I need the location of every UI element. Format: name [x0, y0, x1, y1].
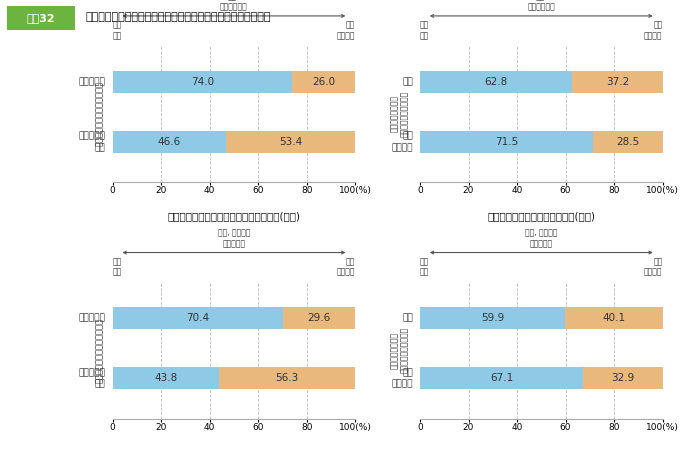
- Text: 53.4: 53.4: [279, 137, 302, 147]
- Text: 将来, 子どもを
育てている: 将来, 子どもを 育てている: [218, 228, 250, 248]
- Text: 就職できるのか・
仕事を続けられるのか: 就職できるのか・ 仕事を続けられるのか: [390, 327, 409, 374]
- Text: 不安: 不安: [402, 314, 413, 323]
- Text: 40.1: 40.1: [602, 313, 626, 323]
- Text: 37.2: 37.2: [606, 76, 629, 86]
- Text: 43.8: 43.8: [154, 374, 178, 384]
- Text: 28.5: 28.5: [616, 137, 639, 147]
- Bar: [113, 307, 283, 329]
- Text: 29.6: 29.6: [307, 313, 331, 323]
- Text: 46.6: 46.6: [158, 137, 181, 147]
- Text: 将来,
結婚している: 将来, 結婚している: [527, 0, 555, 11]
- Text: 不安
ではない: 不安 ではない: [391, 369, 413, 389]
- Text: 将来, 子どもを
育てている: 将来, 子どもを 育てている: [525, 228, 557, 248]
- Text: そう
思う: そう 思う: [420, 20, 430, 40]
- Text: 将来,
結婚している: 将来, 結婚している: [220, 0, 248, 11]
- Text: 家族といるとき充実している: 家族といるとき充実している: [94, 81, 104, 146]
- Text: 71.5: 71.5: [495, 137, 518, 147]
- Text: 70.4: 70.4: [186, 313, 210, 323]
- Text: 74.0: 74.0: [191, 76, 214, 86]
- Text: あてはまら
ない: あてはまら ない: [79, 132, 105, 152]
- Bar: [566, 307, 663, 329]
- Bar: [292, 71, 355, 93]
- Text: （４）働くことの不安との関係(育児): （４）働くことの不安との関係(育児): [487, 211, 596, 221]
- Bar: [420, 307, 566, 329]
- Bar: [420, 368, 583, 389]
- Bar: [283, 307, 355, 329]
- Text: 家族といるとき充実している: 家族といるとき充実している: [94, 318, 104, 383]
- Text: 32.9: 32.9: [611, 374, 635, 384]
- Text: あてはまる: あてはまる: [79, 314, 105, 323]
- Bar: [219, 368, 355, 389]
- Bar: [583, 368, 663, 389]
- Text: そう
思わない: そう 思わない: [337, 20, 355, 40]
- Text: 結婚・育児に対する意識と親子関係・働くことの不安との関係: 結婚・育児に対する意識と親子関係・働くことの不安との関係: [85, 12, 271, 22]
- Bar: [113, 368, 219, 389]
- Text: あてはまら
ない: あてはまら ない: [79, 369, 105, 389]
- Bar: [594, 131, 663, 153]
- Bar: [113, 71, 292, 93]
- Text: （３）家族といるときの充実感との関係(育児): （３）家族といるときの充実感との関係(育児): [167, 211, 301, 221]
- Text: 不安
ではない: 不安 ではない: [391, 132, 413, 152]
- Text: 62.8: 62.8: [484, 76, 507, 86]
- Text: あてはまる: あてはまる: [79, 77, 105, 86]
- Text: そう
思う: そう 思う: [113, 257, 122, 277]
- Text: 67.1: 67.1: [490, 374, 513, 384]
- Text: 56.3: 56.3: [275, 374, 298, 384]
- Text: 59.9: 59.9: [481, 313, 504, 323]
- Text: そう
思う: そう 思う: [113, 20, 122, 40]
- Text: 26.0: 26.0: [312, 76, 335, 86]
- Bar: [420, 71, 572, 93]
- Bar: [225, 131, 355, 153]
- Text: そう
思わない: そう 思わない: [337, 257, 355, 277]
- Bar: [572, 71, 663, 93]
- Text: 図表32: 図表32: [27, 13, 55, 23]
- Bar: [113, 131, 225, 153]
- Text: そう
思う: そう 思う: [420, 257, 430, 277]
- Bar: [420, 131, 594, 153]
- Text: 不安: 不安: [402, 77, 413, 86]
- Text: 就職できるのか・
仕事を続けられるのか: 就職できるのか・ 仕事を続けられるのか: [390, 91, 409, 137]
- Text: そう
思わない: そう 思わない: [644, 257, 663, 277]
- Text: そう
思わない: そう 思わない: [644, 20, 663, 40]
